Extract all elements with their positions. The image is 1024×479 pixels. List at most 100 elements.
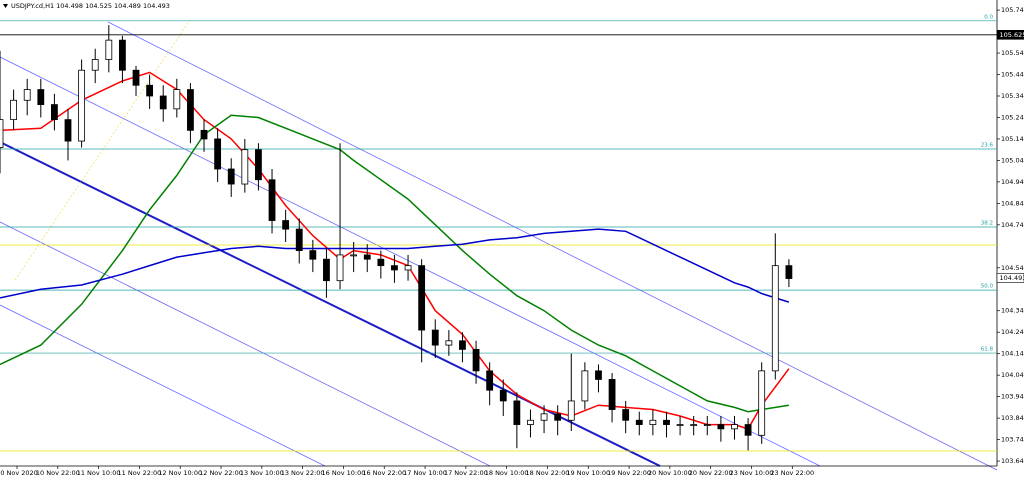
candle-body	[595, 370, 602, 380]
y-tick-label: 104.240	[1001, 328, 1024, 336]
channel-line	[107, 21, 998, 471]
x-tick-label: 19 Nov 22:00	[607, 469, 651, 477]
x-tick-label: 12 Nov 10:00	[158, 469, 202, 477]
y-tick-label: 103.940	[1001, 393, 1024, 401]
fib-label: 61.8	[981, 347, 994, 353]
x-tick-label: 12 Nov 22:00	[199, 469, 243, 477]
candle-body	[91, 59, 99, 71]
candle-body	[649, 419, 657, 425]
y-tick-label: 105.240	[1001, 113, 1024, 121]
candle-body	[676, 424, 684, 426]
candle-body	[486, 370, 494, 391]
candle-body	[527, 419, 534, 425]
y-tick-label: 104.740	[1001, 221, 1024, 229]
candle-body	[758, 370, 766, 436]
candle-body	[663, 419, 670, 425]
x-tick-label: 23 Nov 10:00	[730, 469, 774, 477]
x-tick-label: 13 Nov 22:00	[281, 469, 325, 477]
candle-body	[255, 149, 262, 181]
x-tick-label: 20 Nov 22:00	[689, 469, 733, 477]
candle-body	[350, 254, 358, 257]
candle-body	[622, 409, 630, 421]
x-tick-label: 11 Nov 10:00	[77, 469, 121, 477]
x-tick-label: 11 Nov 22:00	[118, 469, 162, 477]
candle-body	[23, 89, 31, 101]
candle-body	[785, 265, 793, 279]
price-label: 104.493	[1000, 274, 1024, 282]
y-tick-label: 103.740	[1001, 436, 1024, 444]
candle-body	[459, 340, 466, 350]
candle-body	[10, 99, 18, 121]
candle-body	[567, 400, 575, 421]
candle-body	[282, 220, 290, 230]
y-tick-label: 103.640	[1001, 457, 1024, 465]
price-label-box	[996, 273, 1024, 283]
x-tick-label: 13 Nov 10:00	[240, 469, 284, 477]
moving-average	[0, 114, 790, 413]
channel-line	[0, 56, 821, 467]
fib-label: 23.6	[981, 143, 994, 149]
candle-body	[581, 370, 589, 402]
x-tick-label: 18 Nov 10:00	[485, 469, 529, 477]
x-tick-label: 19 Nov 10:00	[566, 469, 610, 477]
channel-line	[0, 141, 661, 467]
candle-body	[513, 400, 521, 425]
y-tick-label: 104.140	[1001, 350, 1024, 358]
fib-label: 38.2	[981, 220, 993, 226]
candle-body	[241, 149, 249, 185]
candle-body	[214, 138, 222, 170]
channel-line	[0, 221, 491, 467]
x-tick-label: 17 Nov 22:00	[444, 469, 488, 477]
candle-body	[132, 69, 140, 86]
menu-arrow	[3, 4, 8, 8]
moving-average	[0, 228, 790, 303]
candle-body	[200, 129, 208, 140]
candle-body	[499, 389, 507, 402]
candle-body	[363, 254, 371, 260]
x-tick-label: 10 Nov 22:00	[36, 469, 80, 477]
x-tick-label: 18 Nov 22:00	[526, 469, 570, 477]
candle-body	[64, 119, 72, 142]
candle-body	[703, 424, 711, 426]
candle-body	[0, 119, 4, 148]
y-tick-label: 103.840	[1001, 414, 1024, 422]
candle-body	[187, 89, 194, 131]
candle-body	[119, 39, 126, 71]
x-tick-label: 17 Nov 10:00	[403, 469, 447, 477]
candle-body	[105, 39, 113, 60]
y-tick-label: 104.940	[1001, 178, 1024, 186]
candle-body	[391, 265, 398, 271]
candle-body	[635, 419, 643, 425]
candle-body	[309, 250, 317, 260]
candle-body	[323, 258, 330, 282]
x-tick-label: 16 Nov 10:00	[322, 469, 366, 477]
candle-body	[731, 424, 738, 430]
candle-body	[771, 265, 779, 372]
candle-body	[717, 424, 725, 430]
candle-body	[744, 424, 752, 436]
candle-body	[472, 348, 480, 372]
y-tick-label: 104.040	[1001, 371, 1024, 379]
y-tick-label: 105.440	[1001, 71, 1024, 79]
x-tick-label: 23 Nov 22:00	[770, 469, 814, 477]
x-tick-label: 20 Nov 10:00	[648, 469, 692, 477]
candle-body	[146, 84, 154, 97]
candle-body	[159, 95, 167, 110]
candle-body	[690, 424, 698, 426]
candle-body	[377, 258, 385, 267]
y-tick-label: 105.340	[1001, 92, 1024, 100]
candle-body	[227, 168, 235, 185]
y-tick-label: 104.540	[1001, 264, 1024, 272]
x-tick-label: 16 Nov 22:00	[362, 469, 406, 477]
candle-body	[173, 89, 181, 110]
candle-body	[540, 413, 548, 421]
y-tick-label: 105.740	[1001, 6, 1024, 14]
chart-title: USDJPY.cd,H1 104.498 104.525 104.489 104…	[11, 2, 170, 10]
candle-body	[78, 69, 86, 142]
price-label: 105.625	[1000, 31, 1024, 39]
fib-label: 0.0	[984, 14, 993, 20]
candle-body	[431, 329, 439, 346]
candle-body	[37, 89, 45, 105]
candle-body	[295, 228, 303, 252]
